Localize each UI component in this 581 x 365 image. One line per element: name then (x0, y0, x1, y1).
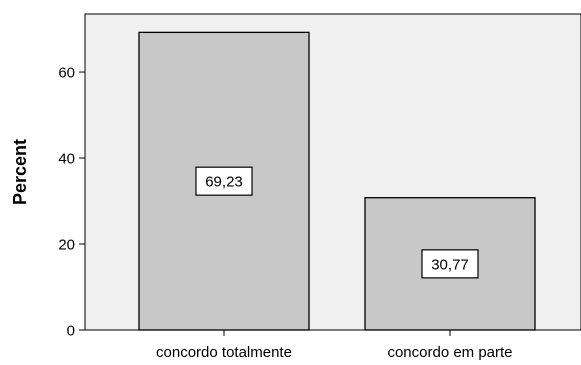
data-label-box-1 (195, 166, 253, 196)
y-axis-title: Percent (10, 139, 30, 205)
data-label-box-2 (421, 249, 479, 279)
y-tick-label-2: 40 (58, 151, 75, 168)
y-axis: 0 20 40 60 (58, 65, 85, 340)
x-tick-label-2: concordo em parte (387, 344, 512, 361)
y-tick-label-3: 60 (58, 65, 75, 82)
data-label-1: 69,23 (205, 174, 243, 191)
data-labels-group: 69,23 30,77 (195, 166, 479, 279)
y-tick-label-0: 0 (67, 323, 75, 340)
y-tick-label-1: 20 (58, 237, 75, 254)
x-tick-label-1: concordo totalmente (156, 344, 292, 361)
data-label-2: 30,77 (431, 256, 469, 273)
x-axis: concordo totalmente concordo em parte (156, 330, 513, 361)
